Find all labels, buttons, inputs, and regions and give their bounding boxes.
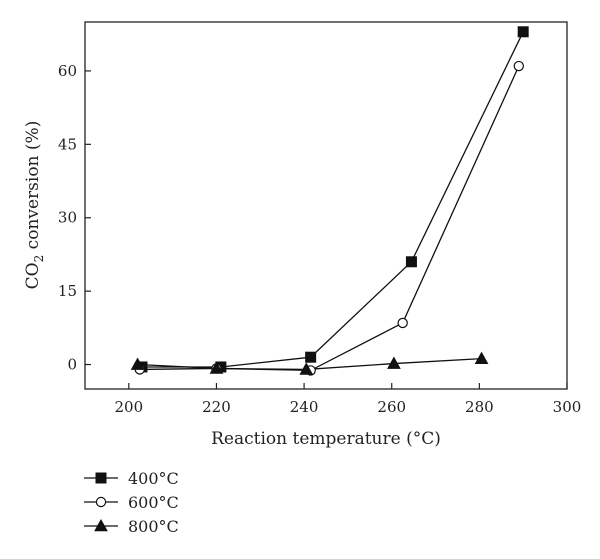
x-tick-label: 280 <box>465 398 494 416</box>
legend-marker <box>95 472 107 484</box>
data-point <box>397 317 408 329</box>
series-line <box>141 31 524 368</box>
x-tick-label: 220 <box>202 398 231 416</box>
x-tick-label: 200 <box>114 398 143 416</box>
x-tick-label: 240 <box>290 398 319 416</box>
data-point <box>209 361 224 374</box>
plot-frame <box>84 21 568 390</box>
legend-label: 600°C <box>128 493 179 512</box>
y-tick-label: 60 <box>58 62 77 80</box>
series-layer <box>130 26 529 376</box>
y-axis-ticks: 0 15 30 45 60 <box>58 62 91 374</box>
x-tick-label: 260 <box>377 398 406 416</box>
legend: 400°C 600°C 800°C <box>84 469 179 536</box>
legend-label: 400°C <box>128 469 179 488</box>
data-point <box>305 351 317 363</box>
data-point <box>513 60 525 72</box>
data-point <box>405 256 417 268</box>
y-tick-label: 45 <box>58 135 77 153</box>
data-point <box>299 362 314 375</box>
x-axis-title: Reaction temperature (°C) <box>211 429 441 449</box>
y-axis-title: CO2 conversion (%) <box>23 121 46 290</box>
y-tick-label: 0 <box>67 356 77 374</box>
data-point <box>387 356 401 369</box>
x-axis-ticks: 200 220 240 260 280 300 <box>114 383 581 416</box>
x-tick-label: 300 <box>553 398 582 416</box>
series-line <box>139 65 520 372</box>
data-point <box>130 357 145 370</box>
legend-marker <box>94 518 108 532</box>
legend-marker <box>95 496 107 508</box>
data-point <box>474 351 489 364</box>
data-point <box>517 26 529 38</box>
legend-label: 800°C <box>128 517 179 536</box>
y-tick-label: 15 <box>58 282 77 300</box>
y-tick-label: 30 <box>58 209 77 227</box>
